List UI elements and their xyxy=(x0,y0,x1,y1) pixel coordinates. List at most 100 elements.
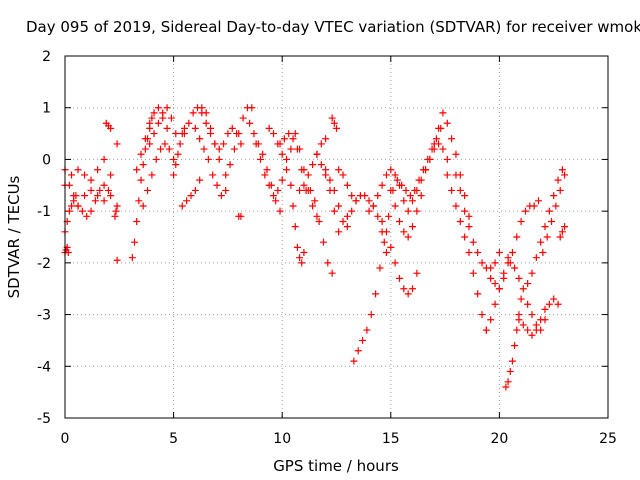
series-trace-45 xyxy=(502,295,525,391)
series-trace-01 xyxy=(61,192,80,236)
data-point xyxy=(289,202,297,210)
data-point xyxy=(94,166,102,174)
series-trace-33 xyxy=(343,192,390,257)
data-point xyxy=(172,130,180,138)
data-point xyxy=(280,135,288,143)
data-point xyxy=(235,130,243,138)
series-trace-50 xyxy=(545,295,562,308)
data-point xyxy=(528,269,536,277)
data-point xyxy=(537,238,545,246)
data-point xyxy=(406,192,414,200)
data-point xyxy=(552,202,560,210)
data-point xyxy=(291,130,299,138)
series-trace-13 xyxy=(146,104,180,148)
data-point xyxy=(409,223,417,231)
data-point xyxy=(330,186,338,194)
data-point xyxy=(317,140,325,148)
data-point xyxy=(395,217,403,225)
y-tick-label: 0 xyxy=(42,152,51,168)
data-point xyxy=(68,171,76,179)
data-point xyxy=(191,124,199,132)
data-point xyxy=(213,181,221,189)
data-point xyxy=(87,176,95,184)
series-trace-28 xyxy=(306,186,336,277)
data-point xyxy=(165,145,173,153)
data-point xyxy=(382,228,390,236)
data-point xyxy=(359,336,367,344)
data-point xyxy=(278,176,286,184)
data-point xyxy=(150,109,158,117)
data-point xyxy=(276,207,284,215)
data-point xyxy=(519,285,527,293)
data-point xyxy=(382,171,390,179)
data-point xyxy=(300,249,308,257)
y-tick-label: 2 xyxy=(42,49,51,65)
data-point xyxy=(335,166,343,174)
data-point xyxy=(465,212,473,220)
data-point xyxy=(534,197,542,205)
data-point xyxy=(545,207,553,215)
data-point xyxy=(304,171,312,179)
data-point xyxy=(461,233,469,241)
data-point xyxy=(100,181,108,189)
data-point xyxy=(367,311,375,319)
data-point xyxy=(550,192,558,200)
data-point xyxy=(413,269,421,277)
data-point xyxy=(259,150,267,158)
series-trace-14 xyxy=(170,124,188,179)
data-point xyxy=(215,145,223,153)
data-point xyxy=(521,207,529,215)
data-point xyxy=(133,217,141,225)
data-point xyxy=(343,181,351,189)
data-point xyxy=(78,207,86,215)
data-point xyxy=(452,171,460,179)
data-point xyxy=(274,186,282,194)
data-point xyxy=(365,207,373,215)
data-point xyxy=(404,290,412,298)
data-point xyxy=(154,104,162,112)
data-point xyxy=(350,357,358,365)
data-point xyxy=(376,264,384,272)
chart-title: Day 095 of 2019, Sidereal Day-to-day VTE… xyxy=(26,18,640,36)
data-point xyxy=(141,135,149,143)
data-point xyxy=(309,161,317,169)
data-point xyxy=(561,171,569,179)
data-point xyxy=(506,259,514,267)
data-point xyxy=(261,171,269,179)
data-point xyxy=(237,212,245,220)
data-point xyxy=(226,161,234,169)
data-point xyxy=(139,161,147,169)
data-point xyxy=(224,130,232,138)
series-trace-29 xyxy=(313,150,343,236)
data-point xyxy=(556,186,564,194)
data-point xyxy=(387,186,395,194)
data-point xyxy=(515,274,523,282)
series-trace-24 xyxy=(276,130,310,194)
data-point xyxy=(146,119,154,127)
data-point xyxy=(517,295,525,303)
data-points xyxy=(61,104,569,391)
grid xyxy=(65,56,608,418)
data-point xyxy=(504,378,512,386)
data-point xyxy=(148,171,156,179)
data-point xyxy=(94,192,102,200)
series-trace-47 xyxy=(515,305,549,339)
data-point xyxy=(532,254,540,262)
data-point xyxy=(296,254,304,262)
series-trace-19 xyxy=(222,104,256,179)
data-point xyxy=(100,197,108,205)
data-point xyxy=(439,109,447,117)
data-point xyxy=(159,109,167,117)
data-point xyxy=(398,181,406,189)
data-point xyxy=(104,186,112,194)
series-trace-38 xyxy=(393,124,445,200)
data-point xyxy=(339,217,347,225)
series-trace-25 xyxy=(287,181,308,267)
data-point xyxy=(113,140,121,148)
data-point xyxy=(395,274,403,282)
data-point xyxy=(91,197,99,205)
data-point xyxy=(148,114,156,122)
data-point xyxy=(363,326,371,334)
data-point xyxy=(154,119,162,127)
data-point xyxy=(513,326,521,334)
